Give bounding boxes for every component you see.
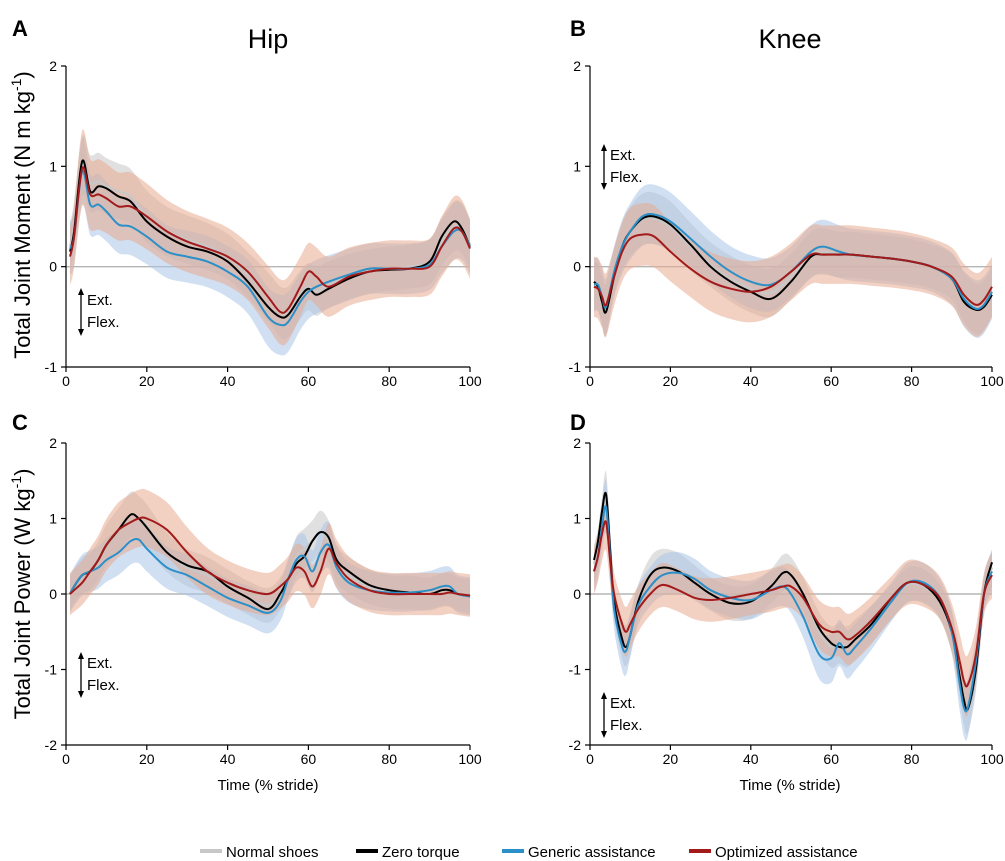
annotation-d-flex: Flex. bbox=[610, 717, 643, 734]
x-tick-label: 80 bbox=[381, 751, 397, 767]
annotation-b-flex: Flex. bbox=[610, 169, 643, 186]
ylabel-moment: Total Joint Moment (N m kg-1) bbox=[8, 71, 35, 359]
x-tick-label: 100 bbox=[980, 373, 1004, 389]
y-tick-label: 2 bbox=[573, 435, 581, 451]
annotation-c: Ext. Flex. bbox=[78, 652, 120, 698]
y-tick-label: 1 bbox=[573, 158, 581, 174]
x-tick-label: 0 bbox=[586, 751, 594, 767]
annotation-a: Ext. Flex. bbox=[78, 288, 120, 336]
y-tick-label: 1 bbox=[49, 158, 57, 174]
annotation-a-ext: Ext. bbox=[87, 292, 113, 309]
y-tick-label: 0 bbox=[49, 259, 57, 275]
legend-label-generic-assistance: Generic assistance bbox=[528, 844, 656, 861]
y-tick-label: -2 bbox=[45, 737, 58, 753]
x-tick-label: 0 bbox=[586, 373, 594, 389]
x-tick-label: 80 bbox=[904, 751, 920, 767]
x-tick-label: 100 bbox=[458, 751, 482, 767]
panel-letter-a: A bbox=[12, 16, 28, 41]
x-tick-label: 20 bbox=[139, 751, 155, 767]
y-tick-label: 2 bbox=[573, 58, 581, 74]
xlabel-c: Time (% stride) bbox=[217, 777, 318, 794]
y-tick-label: 1 bbox=[49, 511, 57, 527]
y-tick-label: 1 bbox=[573, 511, 581, 527]
x-tick-label: 100 bbox=[458, 373, 482, 389]
series-line-optimized-assistance bbox=[69, 166, 471, 314]
y-tick-label: 2 bbox=[49, 58, 57, 74]
x-tick-label: 40 bbox=[220, 751, 236, 767]
x-tick-label: 0 bbox=[62, 373, 70, 389]
column-title-knee: Knee bbox=[758, 24, 821, 54]
x-tick-label: 20 bbox=[139, 373, 155, 389]
panel-letter-d: D bbox=[570, 410, 586, 435]
column-title-hip: Hip bbox=[248, 24, 289, 54]
y-tick-label: 2 bbox=[49, 435, 57, 451]
x-tick-label: 40 bbox=[743, 373, 759, 389]
ylabel-power: Total Joint Power (W kg-1) bbox=[8, 469, 35, 720]
y-tick-label: -1 bbox=[45, 359, 58, 375]
x-tick-label: 40 bbox=[743, 751, 759, 767]
y-tick-label: -1 bbox=[45, 662, 58, 678]
x-tick-label: 80 bbox=[381, 373, 397, 389]
y-tick-label: -1 bbox=[569, 359, 582, 375]
band-optimized-assistance bbox=[594, 492, 992, 717]
x-tick-label: 60 bbox=[823, 751, 839, 767]
band-optimized-assistance bbox=[70, 129, 470, 346]
x-tick-label: 60 bbox=[301, 373, 317, 389]
legend-label-optimized-assistance: Optimized assistance bbox=[715, 844, 858, 861]
legend-label-zero-torque: Zero torque bbox=[382, 844, 460, 861]
annotation-b-ext: Ext. bbox=[610, 147, 636, 164]
y-tick-label: 0 bbox=[573, 259, 581, 275]
series-line-generic-assistance bbox=[69, 537, 471, 614]
x-tick-label: 20 bbox=[663, 373, 679, 389]
series-line-generic-assistance bbox=[593, 505, 993, 713]
x-tick-label: 40 bbox=[220, 373, 236, 389]
x-tick-label: 100 bbox=[980, 751, 1004, 767]
legend-label-normal-shoes: Normal shoes bbox=[226, 844, 319, 861]
annotation-a-flex: Flex. bbox=[87, 314, 120, 331]
xlabel-d: Time (% stride) bbox=[739, 777, 840, 794]
x-tick-label: 60 bbox=[823, 373, 839, 389]
band-generic-assistance bbox=[594, 479, 992, 741]
x-tick-label: 20 bbox=[663, 751, 679, 767]
series-line-optimized-assistance bbox=[593, 233, 993, 307]
annotation-d: Ext. Flex. bbox=[601, 692, 643, 738]
x-tick-label: 0 bbox=[62, 751, 70, 767]
annotation-c-flex: Flex. bbox=[87, 677, 120, 694]
legend: Normal shoes Zero torque Generic assista… bbox=[200, 844, 858, 861]
x-tick-label: 80 bbox=[904, 373, 920, 389]
y-tick-label: -1 bbox=[569, 662, 582, 678]
y-tick-label: -2 bbox=[569, 737, 582, 753]
x-tick-label: 60 bbox=[301, 751, 317, 767]
panel-letter-b: B bbox=[570, 16, 586, 41]
series-line-optimized-assistance bbox=[593, 520, 993, 688]
annotation-c-ext: Ext. bbox=[87, 655, 113, 672]
annotation-d-ext: Ext. bbox=[610, 695, 636, 712]
series-line-optimized-assistance bbox=[69, 516, 471, 597]
annotation-b: Ext. Flex. bbox=[601, 144, 643, 190]
y-tick-label: 0 bbox=[49, 586, 57, 602]
panel-letter-c: C bbox=[12, 410, 28, 435]
y-tick-label: 0 bbox=[573, 586, 581, 602]
